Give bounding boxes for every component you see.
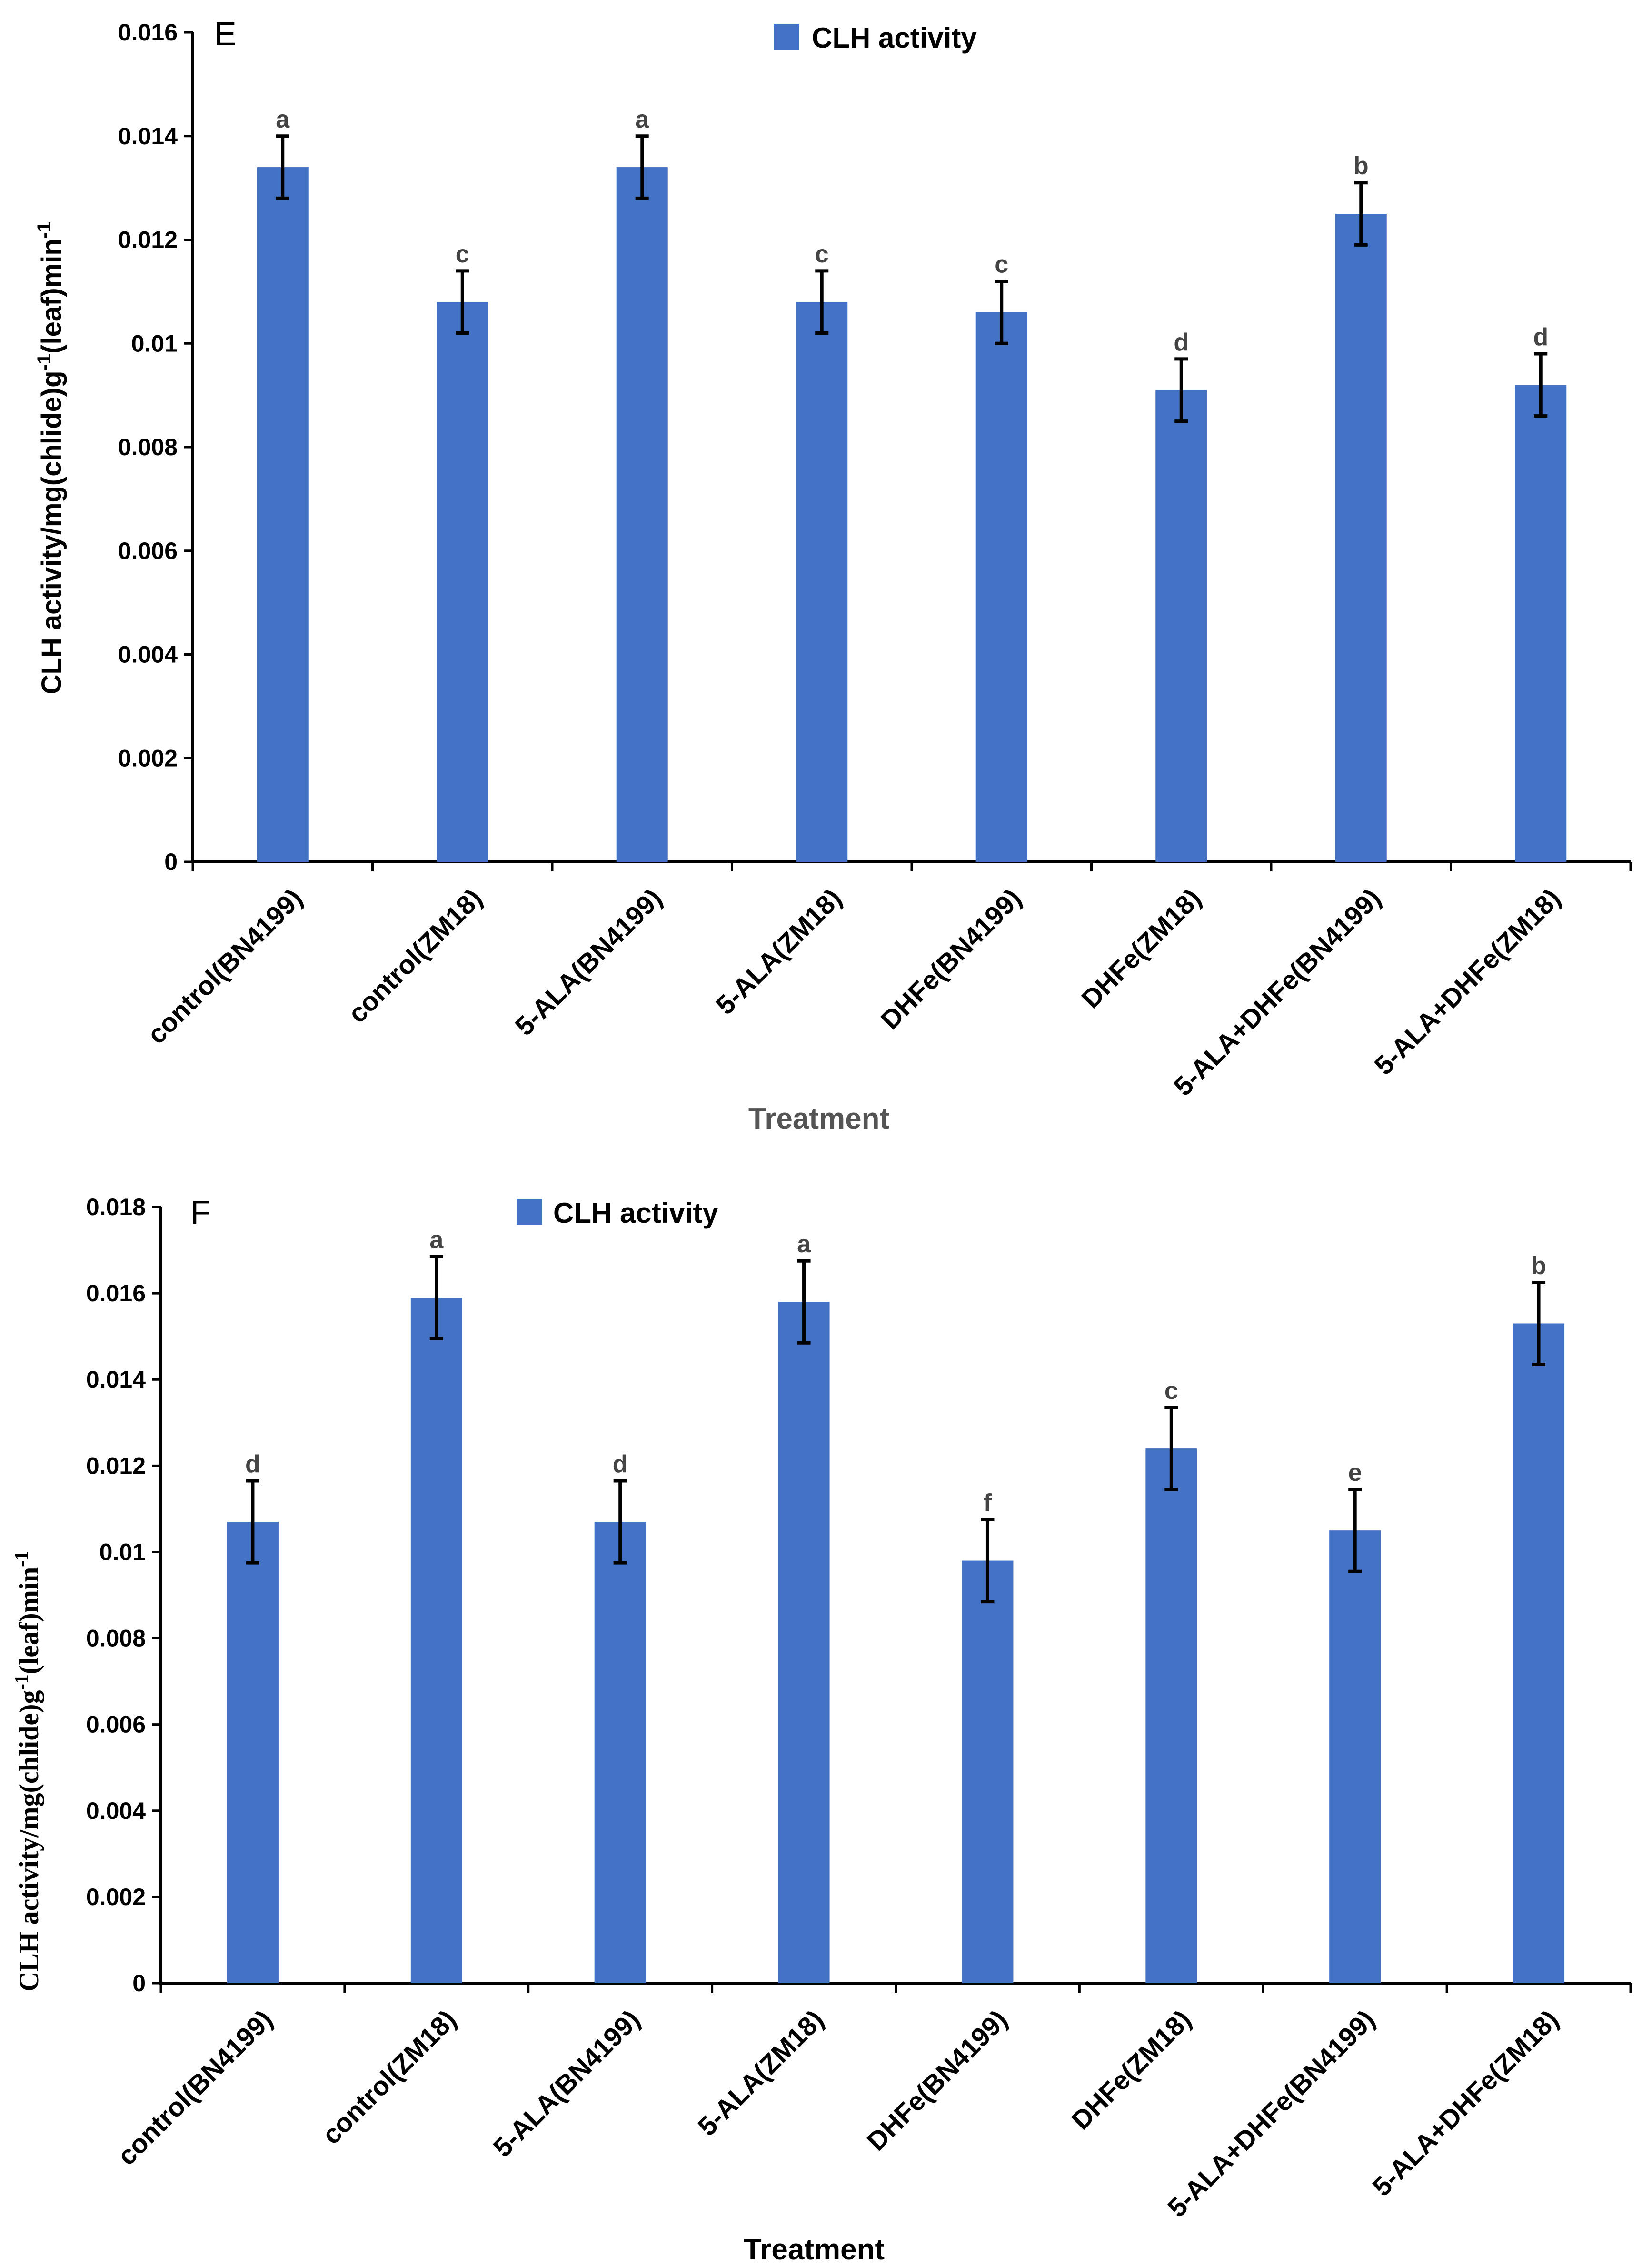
bar[interactable]: [257, 167, 309, 862]
significance-label: c: [995, 251, 1008, 279]
x-category-label: 5-ALA(BN4199): [509, 883, 667, 1041]
chart-panel-e: E CLH activity CLH activity/mg(chlide)g-…: [34, 15, 1632, 1135]
significance-label: d: [613, 1450, 628, 1478]
y-tick-label: 0.014: [86, 1366, 146, 1393]
significance-label: a: [429, 1226, 444, 1254]
y-tick-label: 0.002: [118, 745, 178, 771]
chart-panel-f: F CLH activity CLH activity/mg(chlide)g-…: [10, 1194, 1632, 2266]
significance-label: c: [815, 240, 829, 268]
significance-label: d: [1174, 329, 1189, 356]
y-tick-label: 0.006: [86, 1711, 146, 1738]
bar[interactable]: [1145, 1448, 1197, 1983]
significance-label: b: [1531, 1252, 1546, 1279]
significance-label: a: [276, 106, 290, 133]
significance-label: e: [1348, 1459, 1362, 1487]
x-category-label: 5-ALA(BN4199): [487, 2004, 646, 2163]
y-tick-label: 0.008: [86, 1625, 146, 1652]
significance-label: a: [635, 106, 649, 133]
x-category-label: DHFe(ZM18): [1065, 2004, 1197, 2136]
significance-label: a: [797, 1230, 811, 1258]
bar[interactable]: [1155, 390, 1207, 862]
bar[interactable]: [796, 302, 848, 862]
y-tick-label: 0.014: [118, 123, 178, 150]
bar[interactable]: [437, 302, 488, 862]
y-tick-label: 0.004: [86, 1798, 146, 1824]
y-tick-label: 0: [132, 1970, 146, 1997]
x-category-label: DHFe(ZM18): [1075, 883, 1207, 1014]
bar[interactable]: [778, 1302, 830, 1983]
significance-label: d: [1533, 323, 1548, 351]
legend-label: CLH activity: [812, 22, 977, 54]
y-tick-label: 0.008: [118, 434, 178, 460]
x-category-label: control(ZM18): [342, 883, 488, 1029]
bar[interactable]: [1513, 1323, 1565, 1984]
x-category-label: 5-ALA(ZM18): [692, 2004, 829, 2142]
bar[interactable]: [975, 312, 1027, 862]
x-category-label: 5-ALA(ZM18): [710, 883, 847, 1020]
x-category-label: 5-ALA+DHFe(ZM18): [1366, 2004, 1564, 2202]
x-category-label: DHFe(BN4199): [861, 2004, 1013, 2157]
y-tick-label: 0.004: [118, 641, 178, 668]
x-category-label: 5-ALA+DHFe(BN4199): [1168, 883, 1386, 1101]
significance-label: f: [984, 1489, 992, 1517]
x-category-label: 5-ALA+DHFe(BN4199): [1162, 2004, 1380, 2223]
x-category-label: 5-ALA+DHFe(ZM18): [1368, 883, 1566, 1080]
significance-label: d: [245, 1450, 260, 1478]
panel-letter: F: [190, 1194, 211, 1231]
y-tick-label: 0: [164, 849, 178, 875]
bar[interactable]: [1515, 385, 1567, 862]
x-axis-title: Treatment: [744, 2233, 885, 2266]
bar[interactable]: [616, 167, 668, 862]
x-axis-title: Treatment: [748, 1102, 889, 1135]
bar[interactable]: [962, 1560, 1014, 1983]
bar[interactable]: [227, 1522, 279, 1983]
significance-label: c: [1164, 1377, 1178, 1405]
x-category-label: control(BN4199): [141, 883, 308, 1049]
y-tick-label: 0.012: [118, 227, 178, 253]
y-tick-label: 0.002: [86, 1884, 146, 1910]
panel-letter: E: [214, 15, 237, 52]
x-category-label: DHFe(BN4199): [875, 883, 1027, 1035]
legend-swatch: [774, 24, 799, 50]
y-axis-title: CLH activity/mg(chlide)g-1(leaf)min-1: [34, 222, 67, 695]
significance-label: b: [1353, 152, 1369, 180]
y-tick-label: 0.018: [86, 1194, 146, 1220]
legend-swatch: [517, 1199, 542, 1225]
bar[interactable]: [594, 1522, 646, 1983]
y-axis-title: CLH activity/mg(chlide)g-1(leaf)min-1: [10, 1551, 45, 1991]
bar[interactable]: [1335, 214, 1387, 862]
bar[interactable]: [1329, 1530, 1381, 1983]
y-tick-label: 0.006: [118, 538, 178, 564]
significance-label: c: [456, 240, 469, 268]
legend-label: CLH activity: [553, 1197, 718, 1229]
x-category-label: control(BN4199): [111, 2004, 278, 2171]
y-tick-label: 0.012: [86, 1452, 146, 1479]
y-tick-label: 0.01: [100, 1538, 146, 1565]
y-tick-label: 0.016: [86, 1280, 146, 1307]
x-category-label: control(ZM18): [316, 2004, 462, 2150]
y-tick-label: 0.01: [131, 330, 178, 357]
y-tick-label: 0.016: [118, 19, 178, 46]
bar[interactable]: [410, 1298, 462, 1983]
